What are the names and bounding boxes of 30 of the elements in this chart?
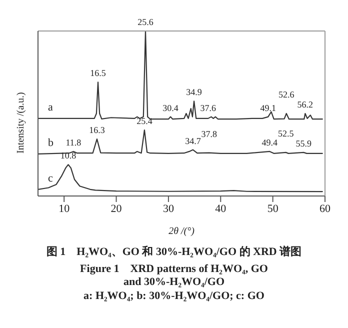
annotation: 16.3 xyxy=(89,125,106,136)
x-tick-label: 20 xyxy=(110,202,122,215)
annotation: 55.9 xyxy=(296,138,312,148)
series-label: c xyxy=(48,172,53,184)
annotation: 34.7 xyxy=(185,136,202,146)
series-label: a xyxy=(48,101,53,114)
annotation: 52.6 xyxy=(278,90,295,100)
x-tick-label: 40 xyxy=(215,202,227,215)
annotation: 25.6 xyxy=(138,17,154,27)
y-axis-title: Intensity /(a.u.) xyxy=(16,92,27,154)
x-tick-label: 60 xyxy=(320,202,331,215)
series-label: b xyxy=(48,136,54,149)
x-axis-title: 2θ /(°) xyxy=(168,226,196,237)
annotation: 52.5 xyxy=(278,128,294,138)
annotation: 34.9 xyxy=(186,87,202,98)
annotation: 11.8 xyxy=(66,137,82,148)
annotation: 49.4 xyxy=(262,137,278,148)
annotation: 37.8 xyxy=(201,128,218,139)
annotation: 25.4 xyxy=(136,116,153,126)
x-tick-label: 30 xyxy=(162,202,174,215)
text: a: H₂WO₄; b: 30%-H₂WO₄/GO; c: GO xyxy=(82,290,266,302)
annotation: 37.6 xyxy=(200,102,216,113)
annotation: 10.8 xyxy=(60,150,77,161)
annotation: 30.4 xyxy=(162,102,179,113)
text: 图 1 H₂WO₄、GO 和 30%-H₂WO₄/GO 的 XRD 谱图 xyxy=(45,244,303,259)
annotation: 16.5 xyxy=(90,68,106,78)
annotation: 49.1 xyxy=(260,102,276,113)
annotation: 56.2 xyxy=(297,100,314,110)
x-tick-label: 10 xyxy=(58,202,70,215)
x-tick-label: 50 xyxy=(267,202,279,215)
